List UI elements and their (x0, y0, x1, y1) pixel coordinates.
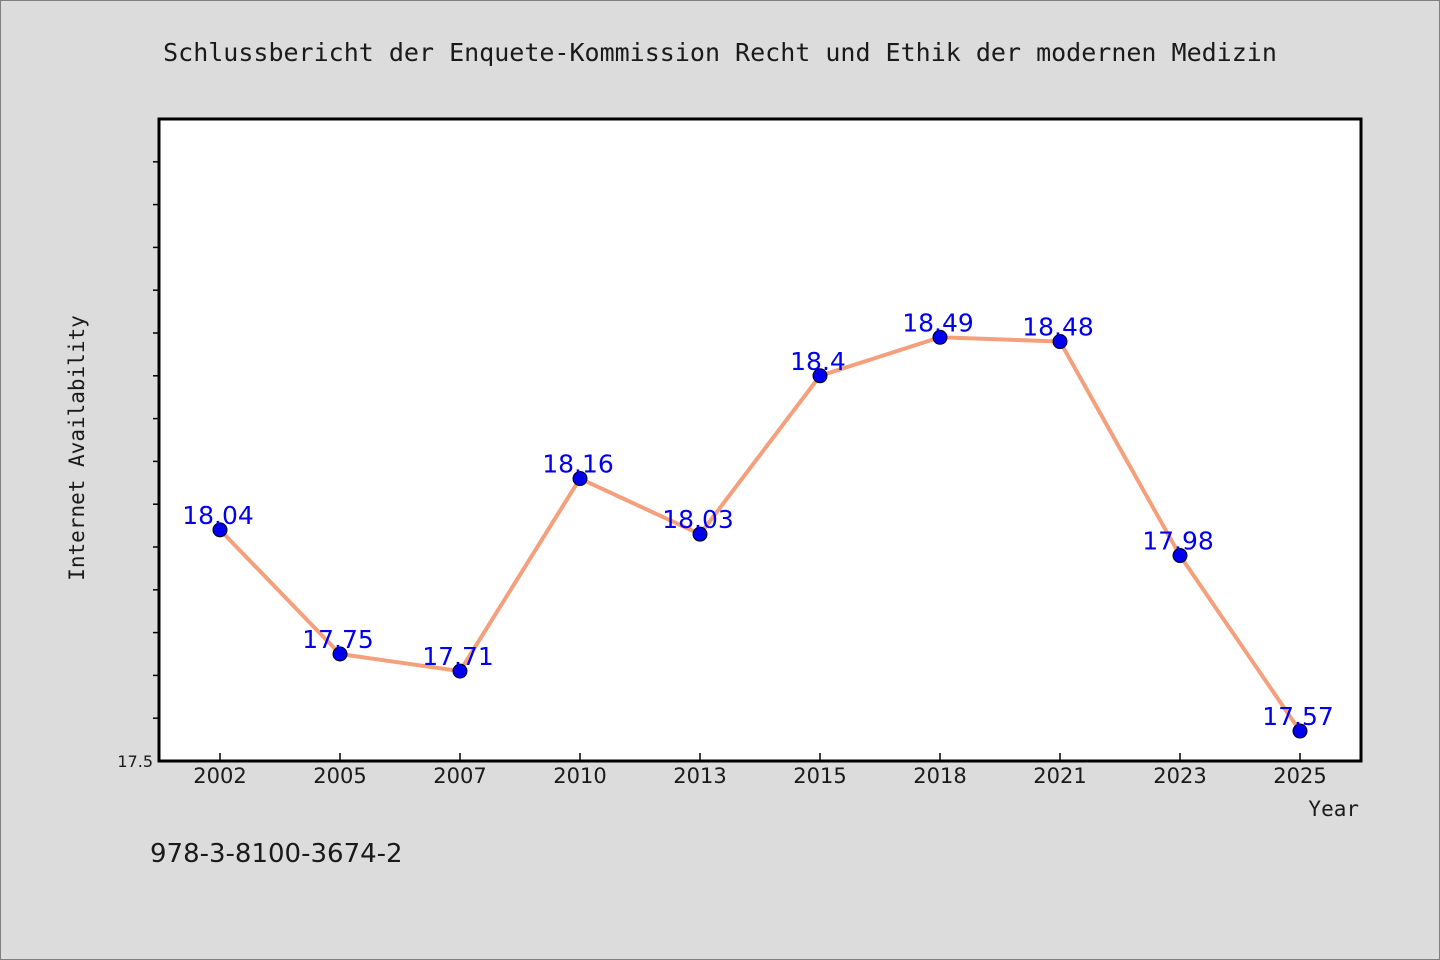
x-tick-label: 2002 (193, 764, 246, 788)
data-label: 18.16 (542, 450, 614, 479)
data-point (452, 663, 468, 679)
x-tick-label: 2015 (793, 764, 846, 788)
data-label: 18.03 (662, 505, 734, 534)
x-tick-label: 2023 (1153, 764, 1206, 788)
data-point (1052, 334, 1068, 350)
x-tick-label: 2013 (673, 764, 726, 788)
chart-title: Schlussbericht der Enquete-Kommission Re… (163, 38, 1277, 67)
data-point (572, 471, 588, 487)
y-tick-label: 17.5 (117, 752, 153, 771)
data-label: 18.48 (1022, 313, 1094, 342)
x-axis-ticks: 2002 2005 2007 2010 2013 2015 2018 2021 2023 2025 (193, 753, 1327, 788)
y-axis-ticks: 17.5 (117, 161, 159, 771)
data-point (692, 526, 708, 542)
data-point (1292, 723, 1308, 739)
y-axis-label: Internet Availability (65, 315, 89, 581)
x-tick-label: 2010 (553, 764, 606, 788)
data-point (1172, 548, 1188, 564)
data-label: 17.57 (1262, 702, 1334, 731)
isbn-text: 978-3-8100-3674-2 (150, 839, 403, 869)
data-point (812, 368, 828, 384)
series-markers (212, 329, 1308, 739)
series-line (218, 335, 1302, 733)
x-tick-label: 2007 (433, 764, 486, 788)
data-point (212, 522, 228, 538)
data-label: 17.71 (422, 642, 494, 671)
data-labels: 18.04 17.75 17.71 18.16 18.03 18.4 18.49 18.48 1… (182, 308, 1334, 731)
x-tick-label: 2025 (1273, 764, 1326, 788)
data-label: 18.4 (790, 347, 846, 376)
data-label: 17.98 (1142, 527, 1214, 556)
x-axis-label: Year (1308, 797, 1359, 821)
data-label: 18.49 (902, 308, 974, 337)
x-tick-label: 2021 (1033, 764, 1086, 788)
data-label: 17.75 (302, 625, 374, 654)
x-tick-label: 2005 (313, 764, 366, 788)
data-point (932, 329, 948, 345)
data-point (332, 646, 348, 662)
x-tick-label: 2018 (913, 764, 966, 788)
plot-area (157, 117, 1363, 763)
data-label: 18.04 (182, 501, 254, 530)
